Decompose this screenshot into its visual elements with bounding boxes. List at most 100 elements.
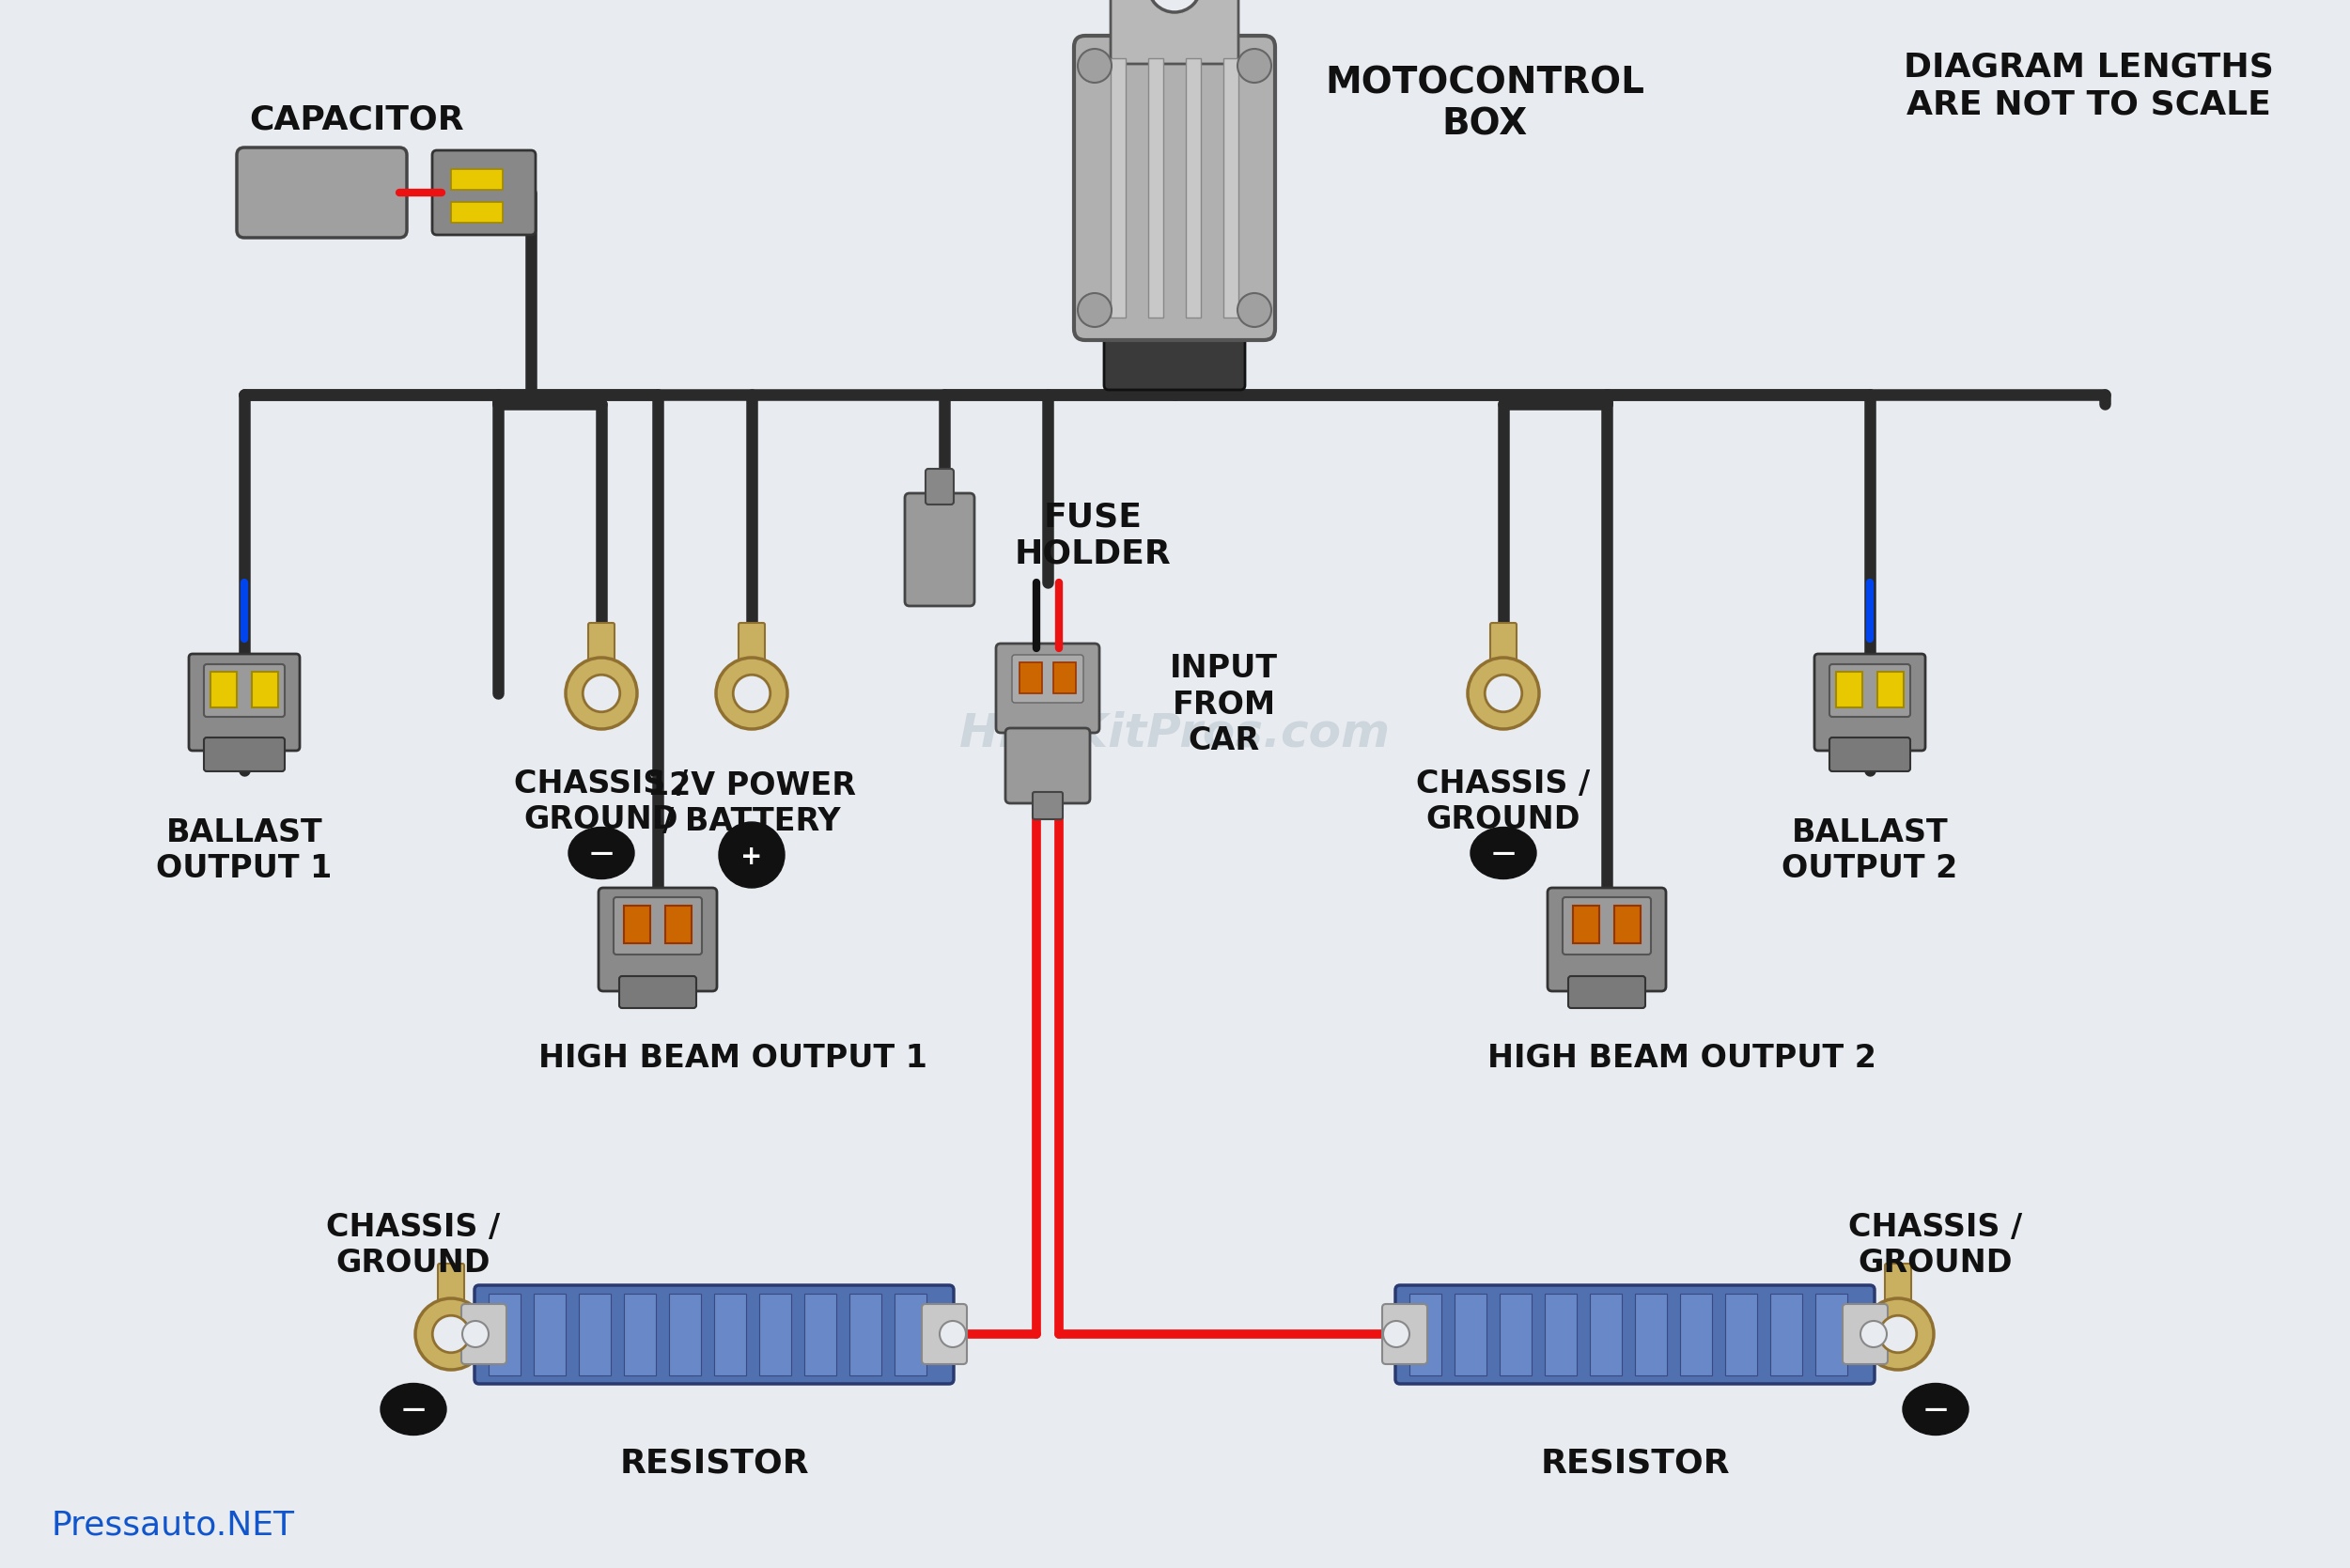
FancyBboxPatch shape [1013, 655, 1083, 702]
FancyBboxPatch shape [926, 469, 954, 505]
Text: CHASSIS /
GROUND: CHASSIS / GROUND [1417, 768, 1591, 836]
Text: BALLAST
OUTPUT 1: BALLAST OUTPUT 1 [157, 817, 331, 884]
Bar [1614, 906, 1640, 944]
Circle shape [717, 657, 787, 729]
Text: 12V POWER
/ BATTERY: 12V POWER / BATTERY [646, 770, 855, 837]
Bar [1112, 58, 1126, 318]
Text: MOTOCONTROL
BOX: MOTOCONTROL BOX [1325, 64, 1645, 141]
Text: —: — [590, 842, 613, 864]
Bar [1725, 1294, 1758, 1375]
FancyBboxPatch shape [1104, 306, 1246, 390]
FancyBboxPatch shape [461, 1305, 508, 1364]
Text: —: — [402, 1399, 425, 1421]
FancyBboxPatch shape [1396, 1286, 1875, 1385]
Bar [251, 671, 277, 707]
Text: FUSE
HOLDER: FUSE HOLDER [1015, 502, 1173, 571]
Text: HIGH BEAM OUTPUT 2: HIGH BEAM OUTPUT 2 [1488, 1043, 1875, 1074]
Bar [1572, 906, 1600, 944]
Bar [451, 169, 503, 190]
FancyBboxPatch shape [1567, 977, 1645, 1008]
FancyBboxPatch shape [1382, 1305, 1426, 1364]
Bar [533, 1294, 566, 1375]
Bar [623, 1294, 656, 1375]
Bar [1149, 58, 1163, 318]
Circle shape [1079, 293, 1112, 328]
FancyBboxPatch shape [1006, 728, 1090, 803]
Bar [804, 1294, 837, 1375]
Bar [759, 1294, 792, 1375]
Circle shape [1485, 674, 1523, 712]
Text: CHASSIS /
GROUND: CHASSIS / GROUND [515, 768, 689, 836]
Text: HIGH BEAM OUTPUT 1: HIGH BEAM OUTPUT 1 [538, 1043, 928, 1074]
FancyBboxPatch shape [618, 977, 696, 1008]
FancyBboxPatch shape [1074, 36, 1276, 340]
FancyBboxPatch shape [432, 151, 536, 235]
Circle shape [566, 657, 637, 729]
Bar [1224, 58, 1238, 318]
Text: INPUT
FROM
CAR: INPUT FROM CAR [1170, 654, 1278, 756]
FancyBboxPatch shape [237, 147, 407, 238]
Bar [1053, 662, 1076, 693]
FancyBboxPatch shape [204, 665, 284, 717]
FancyBboxPatch shape [1885, 1264, 1911, 1305]
FancyBboxPatch shape [1549, 887, 1666, 991]
Bar [670, 1294, 700, 1375]
FancyBboxPatch shape [1828, 737, 1911, 771]
FancyBboxPatch shape [204, 737, 284, 771]
Circle shape [1861, 1320, 1887, 1347]
Bar [1680, 1294, 1711, 1375]
FancyBboxPatch shape [588, 622, 613, 665]
Circle shape [1880, 1316, 1918, 1353]
Bar [1410, 1294, 1441, 1375]
Bar [1499, 1294, 1532, 1375]
Bar [1187, 58, 1201, 318]
FancyBboxPatch shape [905, 494, 975, 605]
FancyBboxPatch shape [1490, 622, 1516, 665]
Circle shape [583, 674, 620, 712]
Text: BALLAST
OUTPUT 2: BALLAST OUTPUT 2 [1781, 817, 1958, 884]
Bar [1636, 1294, 1666, 1375]
Circle shape [1861, 1298, 1934, 1370]
Circle shape [1149, 0, 1201, 13]
FancyBboxPatch shape [1842, 1305, 1887, 1364]
Bar [895, 1294, 926, 1375]
Ellipse shape [381, 1383, 447, 1435]
Text: RESISTOR: RESISTOR [620, 1447, 808, 1479]
FancyBboxPatch shape [1563, 897, 1652, 955]
Text: —: — [1492, 842, 1516, 864]
FancyBboxPatch shape [738, 622, 764, 665]
Circle shape [1384, 1320, 1410, 1347]
Circle shape [719, 822, 785, 887]
Circle shape [733, 674, 771, 712]
Bar [451, 202, 503, 223]
FancyBboxPatch shape [1032, 792, 1062, 818]
FancyBboxPatch shape [475, 1286, 954, 1385]
FancyBboxPatch shape [613, 897, 703, 955]
Bar [1878, 671, 1904, 707]
FancyBboxPatch shape [921, 1305, 966, 1364]
Circle shape [940, 1320, 966, 1347]
Bar [1020, 662, 1041, 693]
Circle shape [432, 1316, 470, 1353]
Text: HID KitPros.com: HID KitPros.com [959, 710, 1389, 756]
Bar [578, 1294, 611, 1375]
Bar [1591, 1294, 1621, 1375]
FancyBboxPatch shape [996, 643, 1100, 732]
Bar [489, 1294, 519, 1375]
Text: CHASSIS /
GROUND: CHASSIS / GROUND [1849, 1212, 2023, 1279]
FancyBboxPatch shape [437, 1264, 465, 1305]
Circle shape [1238, 293, 1271, 328]
FancyBboxPatch shape [1814, 654, 1925, 751]
Text: CHASSIS /
GROUND: CHASSIS / GROUND [327, 1212, 501, 1279]
Bar [1455, 1294, 1485, 1375]
Circle shape [1469, 657, 1539, 729]
Bar [1544, 1294, 1577, 1375]
Bar [1835, 671, 1861, 707]
FancyBboxPatch shape [188, 654, 301, 751]
Bar [212, 671, 237, 707]
Bar [1770, 1294, 1802, 1375]
Circle shape [416, 1298, 486, 1370]
Circle shape [463, 1320, 489, 1347]
Bar [665, 906, 691, 944]
Text: DIAGRAM LENGTHS
ARE NOT TO SCALE: DIAGRAM LENGTHS ARE NOT TO SCALE [1904, 52, 2275, 121]
